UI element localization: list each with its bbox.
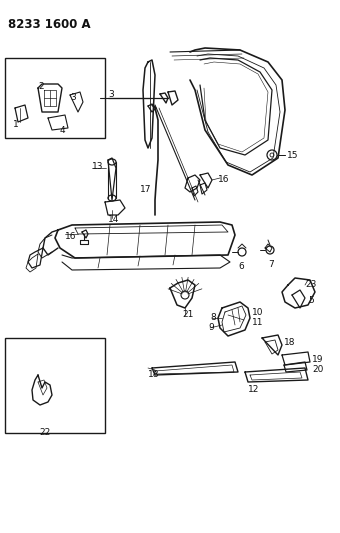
Text: 11: 11	[252, 318, 264, 327]
Bar	[5, 338, 105, 433]
Text: 16: 16	[218, 175, 230, 184]
Text: 17: 17	[140, 185, 152, 194]
Text: 10: 10	[252, 308, 264, 317]
Text: 12: 12	[248, 385, 259, 394]
Text: 1: 1	[13, 120, 19, 129]
Text: 7: 7	[268, 260, 274, 269]
Text: 20: 20	[312, 365, 323, 374]
Text: 18: 18	[284, 338, 295, 347]
Text: 23: 23	[305, 280, 317, 289]
Text: 18: 18	[148, 370, 159, 379]
Bar	[5, 58, 105, 138]
Text: 3: 3	[108, 90, 114, 99]
Text: 21: 21	[182, 310, 193, 319]
Text: 4: 4	[60, 126, 66, 135]
Text: 8: 8	[210, 313, 216, 322]
Text: 8233 1600 A: 8233 1600 A	[8, 18, 91, 31]
Text: 13: 13	[92, 162, 103, 171]
Text: 2: 2	[38, 82, 44, 91]
Text: 5: 5	[308, 296, 314, 305]
Text: 15: 15	[287, 151, 299, 160]
Text: 6: 6	[238, 262, 244, 271]
Text: 3: 3	[70, 93, 76, 102]
Text: 19: 19	[312, 355, 323, 364]
Text: 9: 9	[208, 323, 214, 332]
Text: 22: 22	[39, 428, 51, 437]
Text: 14: 14	[108, 215, 119, 224]
Text: 16: 16	[65, 232, 76, 241]
